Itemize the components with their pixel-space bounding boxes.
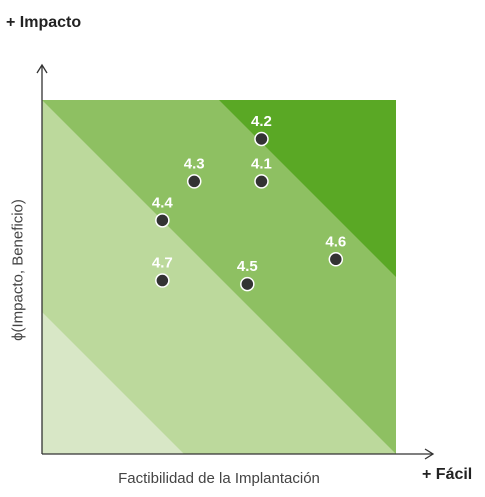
data-point-label: 4.3 (184, 155, 205, 172)
x-axis-end-label: + Fácil (422, 466, 473, 483)
data-point (328, 252, 344, 267)
data-point-label: 4.5 (237, 258, 258, 275)
data-points: 4.2 4.3 4.1 4.4 4.6 4.7 4.5 (152, 113, 346, 292)
data-point-label: 4.4 (152, 194, 174, 211)
y-axis-arrow (36, 63, 48, 74)
data-point (240, 276, 255, 292)
x-axis-label: Factibilidad de la Implantación (118, 470, 320, 487)
y-axis (36, 63, 48, 454)
data-point-label: 4.7 (152, 255, 173, 272)
data-point (155, 273, 170, 288)
data-point (254, 174, 269, 189)
x-axis (42, 448, 435, 460)
x-axis-arrow (424, 448, 435, 460)
y-axis-end-label: + Impacto (6, 14, 82, 31)
data-point-label: 4.6 (325, 233, 346, 250)
data-point-label: 4.2 (251, 113, 272, 130)
data-point (186, 174, 202, 189)
data-point (155, 213, 170, 228)
data-point-label: 4.1 (251, 155, 272, 172)
data-point (254, 131, 269, 147)
y-axis-label: ϕ(Impacto, Beneficio) (9, 199, 27, 341)
